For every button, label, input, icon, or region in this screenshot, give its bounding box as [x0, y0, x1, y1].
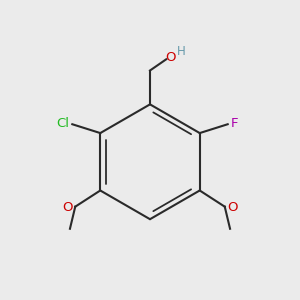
Text: O: O — [62, 201, 73, 214]
Text: H: H — [177, 45, 186, 58]
Text: Cl: Cl — [56, 117, 69, 130]
Text: O: O — [165, 51, 175, 64]
Text: O: O — [227, 201, 238, 214]
Text: F: F — [231, 117, 239, 130]
